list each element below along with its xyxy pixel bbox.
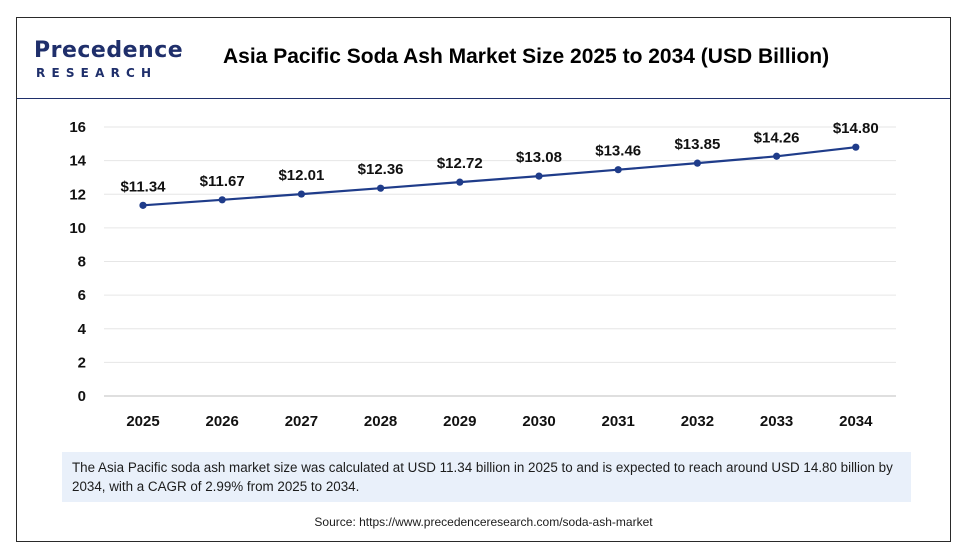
- chart-title: Asia Pacific Soda Ash Market Size 2025 t…: [223, 45, 830, 68]
- data-points: [139, 143, 860, 209]
- data-label: $12.72: [437, 155, 483, 172]
- y-tick-label: 4: [78, 321, 87, 338]
- x-tick-label: 2028: [364, 413, 397, 430]
- data-label: $12.36: [358, 161, 404, 178]
- data-point: [852, 143, 860, 151]
- x-tick-label: 2029: [443, 413, 476, 430]
- data-point: [377, 184, 385, 192]
- data-label: $13.85: [674, 136, 720, 153]
- y-tick-label: 12: [69, 186, 86, 203]
- x-tick-label: 2034: [839, 413, 873, 430]
- data-point: [139, 201, 147, 209]
- brand-logo-name: Precedence: [34, 38, 184, 63]
- data-label: $14.26: [754, 129, 800, 146]
- y-tick-label: 2: [78, 354, 86, 371]
- x-tick-label: 2025: [126, 413, 159, 430]
- header: Precedence RESEARCH Asia Pacific Soda As…: [17, 18, 950, 99]
- y-tick-label: 6: [78, 287, 86, 304]
- x-tick-label: 2026: [206, 413, 239, 430]
- y-tick-label: 8: [78, 254, 86, 271]
- data-point: [456, 178, 464, 186]
- y-axis-ticks: 0 2 4 6 8 10 12 14 16: [69, 119, 86, 405]
- grid-lines: [104, 126, 896, 397]
- brand-logo: Precedence RESEARCH: [34, 38, 183, 82]
- data-point: [535, 172, 543, 180]
- data-point: [614, 166, 622, 174]
- data-point: [693, 159, 702, 167]
- data-label: $12.01: [278, 167, 324, 184]
- data-point: [297, 190, 305, 198]
- x-tick-label: 2032: [681, 413, 714, 430]
- x-axis-ticks: 2025 2026 2027 2028 2029 2030 2031 2032 2033 2034: [126, 413, 873, 430]
- source-link[interactable]: Source: https://www.precedenceresearch.c…: [314, 515, 653, 529]
- data-label: $14.80: [833, 120, 879, 137]
- series-line: [142, 146, 856, 207]
- data-labels: $11.34 $11.67 $12.01 $12.36 $12.72 $13.08 $13.…: [120, 120, 878, 195]
- x-tick-label: 2027: [285, 413, 318, 430]
- data-label: $13.46: [595, 143, 641, 160]
- x-tick-label: 2030: [522, 413, 555, 430]
- chart-footnote: The Asia Pacific soda ash market size wa…: [62, 452, 911, 502]
- brand-logo-subname: RESEARCH: [36, 66, 158, 80]
- x-tick-label: 2031: [602, 413, 635, 430]
- y-tick-label: 10: [69, 220, 86, 237]
- x-tick-label: 2033: [760, 413, 793, 430]
- data-label: $13.08: [516, 149, 562, 166]
- data-label: $11.67: [200, 173, 245, 190]
- data-point: [773, 152, 781, 160]
- data-point: [218, 196, 226, 204]
- data-label: $11.34: [120, 178, 166, 195]
- y-tick-label: 0: [78, 388, 86, 405]
- y-tick-label: 14: [69, 153, 86, 170]
- y-tick-label: 16: [69, 119, 86, 136]
